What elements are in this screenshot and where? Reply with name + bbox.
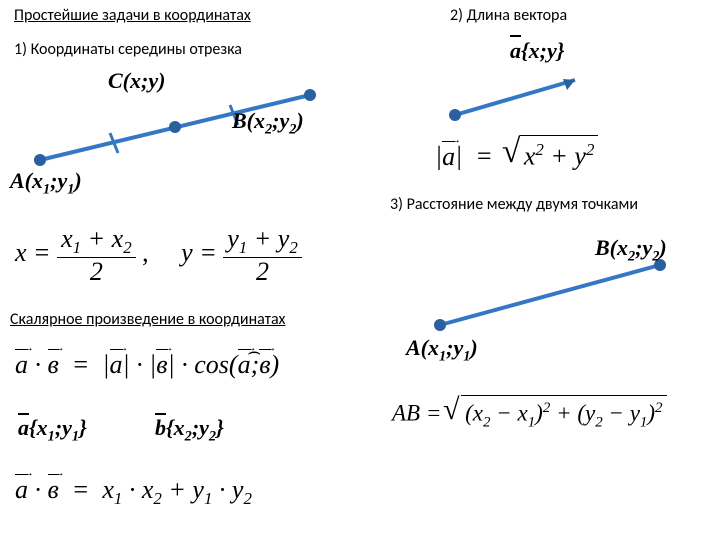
dot-product-coordinate: a→ · в→ = x1 · x2 + y1 · y2 [15, 475, 252, 509]
vector-a-label: a{x;y} [510, 38, 564, 64]
point-b2-label: B(x2;y2) [595, 235, 667, 265]
dot-product-title: Скалярное произведение в координатах [10, 310, 285, 329]
section3-title: 3) Расстояние между двумя точками [390, 195, 638, 214]
main-title: Простейшие задачи в координатах [14, 6, 251, 25]
point-a-label: A(x1;y1) [10, 168, 82, 198]
length-formula: |a→| = x2 + y2 [435, 135, 598, 172]
dot-product-geometric: a→ · в→ = |a→| · |в→| · cos(⌢a→;в→) [15, 350, 279, 380]
main-title-text: Простейшие задачи в координатах [14, 6, 251, 25]
distance-formula: AB = (x2 − x1)2 + (y2 − y1)2 [392, 395, 667, 431]
section1-title: 1) Координаты середины отрезка [14, 40, 242, 59]
vector-length-diagram [445, 70, 595, 125]
vector-b-full-label: b{x2;y2} [155, 415, 224, 445]
point-c-label: C(x;y) [108, 68, 165, 94]
dot-product-title-text: Скалярное произведение в координатах [10, 310, 285, 329]
point-a2-label: A(x1;y1) [406, 335, 478, 365]
vector-a-full-label: a{x1;y1} [18, 415, 87, 445]
midpoint-formula: x = x1 + x22 , y = y1 + y22 [15, 225, 302, 285]
section2-title: 2) Длина вектора [450, 6, 567, 25]
point-b-label: B(x2;y2) [232, 108, 304, 138]
